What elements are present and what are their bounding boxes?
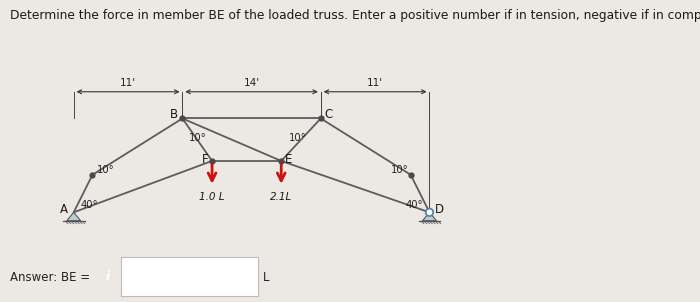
- Text: i: i: [106, 270, 110, 283]
- Text: 10°: 10°: [391, 165, 409, 175]
- Text: 11': 11': [367, 78, 383, 88]
- Text: A: A: [60, 203, 68, 216]
- Text: B: B: [169, 108, 178, 121]
- Circle shape: [426, 209, 433, 216]
- Text: 10°: 10°: [289, 133, 307, 143]
- Text: C: C: [325, 108, 332, 121]
- Text: Determine the force in member BE of the loaded truss. Enter a positive number if: Determine the force in member BE of the …: [10, 9, 700, 22]
- Text: D: D: [435, 203, 444, 216]
- Polygon shape: [423, 212, 436, 221]
- Text: Answer: BE =: Answer: BE =: [10, 271, 90, 284]
- Text: L: L: [262, 271, 269, 284]
- Text: 10°: 10°: [97, 165, 114, 175]
- Text: F: F: [202, 153, 209, 166]
- Text: E: E: [284, 153, 292, 166]
- Polygon shape: [66, 212, 80, 221]
- Text: 1.0 L: 1.0 L: [199, 192, 225, 202]
- Text: 40°: 40°: [80, 201, 98, 210]
- Text: 40°: 40°: [406, 201, 424, 210]
- Text: 11': 11': [120, 78, 136, 88]
- Text: 14': 14': [244, 78, 260, 88]
- Text: 2.1L: 2.1L: [270, 192, 293, 202]
- Text: 10°: 10°: [189, 133, 207, 143]
